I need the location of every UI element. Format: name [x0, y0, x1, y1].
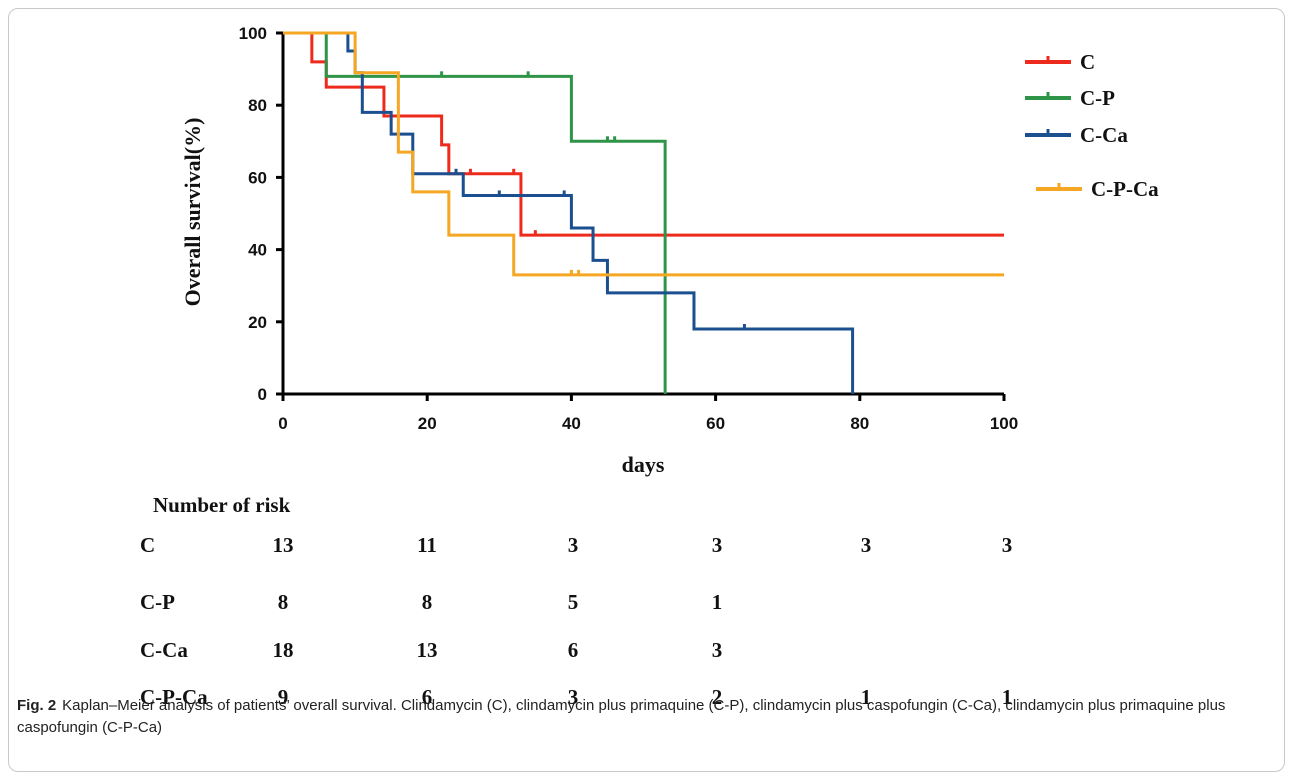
risk-cell: 1: [711, 590, 723, 614]
risk-cell: 3: [711, 638, 723, 662]
y-tick-label: 80: [248, 96, 267, 115]
risk-cell: 2: [711, 685, 723, 709]
x-tick-label: 100: [990, 414, 1018, 433]
risk-row-label: C-P: [140, 590, 175, 614]
risk-cell: 3: [860, 533, 872, 557]
y-tick-label: 20: [248, 313, 267, 332]
risk-cell: 11: [417, 533, 437, 557]
risk-cell: 18: [272, 638, 294, 662]
risk-cell: 1: [860, 685, 872, 709]
y-tick-label: 40: [248, 241, 267, 260]
legend-label-c-p: C-P: [1080, 86, 1115, 110]
risk-cell: 3: [567, 533, 579, 557]
x-tick-label: 0: [278, 414, 287, 433]
risk-table-title: Number of risk: [153, 493, 291, 517]
risk-cell: 8: [277, 590, 289, 614]
risk-cell: 6: [421, 685, 433, 709]
x-tick-label: 40: [562, 414, 581, 433]
x-tick-label: 60: [706, 414, 725, 433]
series-group: [283, 31, 1004, 394]
legend: C C-P C-Ca C-P-Ca: [1025, 50, 1159, 201]
risk-cell: 13: [272, 533, 294, 557]
risk-cell: 1: [1001, 685, 1013, 709]
risk-row-label: C-P-Ca: [140, 685, 208, 709]
caption-label: Fig. 2: [17, 697, 57, 714]
y-axis-label: Overall survival(%): [180, 118, 205, 307]
y-tick-label: 60: [248, 168, 267, 187]
risk-cell: 3: [567, 685, 579, 709]
x-tick-label: 80: [850, 414, 869, 433]
risk-cell: 3: [711, 533, 723, 557]
axes-group: 0 20 40 60 80 100 0 20 40 60 80 100: [239, 24, 1019, 433]
risk-cell: 6: [567, 638, 579, 662]
x-tick-label: 20: [418, 414, 437, 433]
series-line-c-p-ca: [283, 31, 1004, 277]
risk-row-label: C: [140, 533, 156, 557]
legend-label-c-ca: C-Ca: [1080, 123, 1128, 147]
risk-cell: 8: [421, 590, 433, 614]
risk-cell: 9: [277, 685, 289, 709]
caption-text: Kaplan–Meier analysis of patients’ overa…: [17, 697, 1226, 736]
series-line-c: [283, 31, 1004, 237]
figure-caption: Fig. 2 Kaplan–Meier analysis of patients’…: [17, 695, 1272, 739]
risk-cell: 3: [1001, 533, 1013, 557]
x-axis-label: days: [622, 452, 665, 477]
legend-label-c-p-ca: C-P-Ca: [1091, 177, 1159, 201]
legend-label-c: C: [1080, 50, 1095, 74]
risk-row-label: C-Ca: [140, 638, 188, 662]
risk-cell: 13: [416, 638, 438, 662]
figure-frame: [8, 8, 1285, 772]
risk-cell: 5: [567, 590, 579, 614]
y-tick-label: 0: [258, 385, 267, 404]
y-tick-label: 100: [239, 24, 267, 43]
